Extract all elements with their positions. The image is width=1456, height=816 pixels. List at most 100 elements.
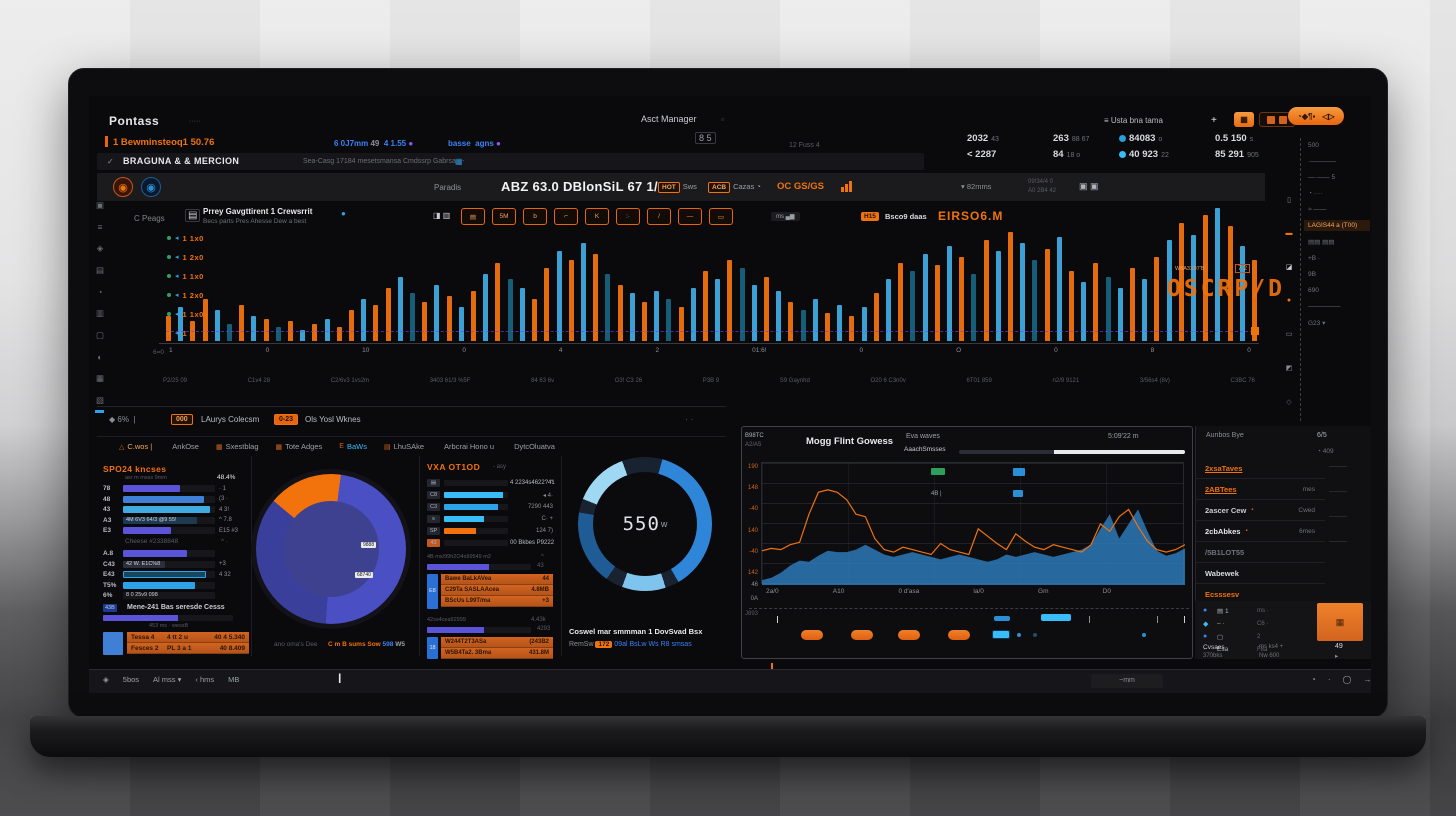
sidebar-link[interactable]: 2ABTees mes <box>1195 479 1325 500</box>
sidebar-link[interactable]: 2cbAbkes ▪ 6mes <box>1195 521 1325 542</box>
watchlist-item[interactable]: LAGIS44 a (T00) <box>1304 220 1370 231</box>
blue-legend-chip-2[interactable] <box>1013 490 1023 497</box>
header-info-1[interactable]: ▾ 82mms <box>961 182 992 191</box>
x-date-label[interactable]: 3/56s4 (8v) <box>1139 378 1170 384</box>
orange-pill[interactable] <box>948 630 970 640</box>
status-item[interactable]: 5bos <box>122 675 140 684</box>
tab1-label[interactable]: LAurys Colecsm <box>201 415 260 424</box>
metric-row[interactable]: A3 4M 6V3 64/3 @9 55! ^ 7.8 <box>103 516 232 524</box>
watchlist-item[interactable]: +B · <box>1308 255 1321 262</box>
tool-button[interactable]: b <box>523 208 547 225</box>
x-date-label[interactable]: O3! C3 26 <box>614 378 643 384</box>
alert-line[interactable] <box>166 331 1258 332</box>
watchlist-item[interactable]: 690 <box>1308 287 1319 294</box>
subtab[interactable]: AnkOse <box>172 442 199 451</box>
sidebar-tile[interactable]: ▦ <box>1317 603 1363 641</box>
summary-table-row[interactable]: Fesces 2 PL 3 a 1 40 8.409 <box>127 643 249 654</box>
tab2-label[interactable]: Ols Yosl Wknes <box>305 415 361 424</box>
mid-quote-1[interactable]: 6 0J7mm 49 4 1.55 ● <box>334 139 414 148</box>
metric-row[interactable]: E43 4 32 <box>103 571 231 578</box>
metric-row[interactable]: 6% 8 0 25v9 098 <box>103 591 249 600</box>
grid-button[interactable]: ▦ <box>1234 112 1254 127</box>
watchlist-item[interactable]: 9B <box>1308 271 1316 278</box>
tool-button[interactable]: :· <box>616 208 640 225</box>
status-item[interactable]: ‹ hms <box>195 675 215 684</box>
status-nav-icon[interactable]: ◯ <box>1342 675 1352 684</box>
orange-pill[interactable] <box>898 630 920 640</box>
x-date-label[interactable]: n2/9 9121 <box>1052 378 1080 384</box>
status-item[interactable]: Al mss ▾ <box>153 675 182 684</box>
x-date-label[interactable]: 6T01 859 <box>966 378 992 384</box>
timeline-pill-blue[interactable] <box>994 616 1010 621</box>
x-date-label[interactable]: C1v4 28 <box>247 378 271 384</box>
tab2-badge[interactable]: 0-23 <box>274 414 299 425</box>
mini-equalizer-chip[interactable]: ms ▄▆ <box>771 212 800 221</box>
sidebar-link[interactable]: 2xsaTaves <box>1195 458 1325 479</box>
x-date-label[interactable]: P3B 9 <box>702 378 720 384</box>
sidebar-link[interactable]: 2ascer Cew ▪ Cwed <box>1195 500 1325 521</box>
orange-badge-icon[interactable]: ◉ <box>113 177 133 197</box>
rail-icon[interactable]: ▣ <box>95 200 105 210</box>
subtab[interactable]: △ C.wos | <box>119 442 153 451</box>
alert-row[interactable]: BScUs L99T/ma +3 <box>441 596 553 607</box>
blue-badge-icon[interactable]: ◉ <box>141 177 161 197</box>
price-level-item[interactable]: ◂ 1 1x0 <box>167 308 204 320</box>
acb-pill[interactable]: ACB Cazas ◔ <box>708 182 761 193</box>
rail-icon[interactable]: ▦ <box>95 373 105 383</box>
pct-tab[interactable]: ◆ 6% | <box>109 415 136 424</box>
flow-plot[interactable]: 4B | <box>761 462 1185 585</box>
x-date-label[interactable]: 3403 61/3 %5F <box>429 378 471 384</box>
metric-row[interactable]: 78 · 1 <box>103 485 227 492</box>
orange-pill[interactable] <box>851 630 873 640</box>
mid-metric-row[interactable]: 43 00 Bkbes P9222 <box>427 538 554 548</box>
rail-icon[interactable]: ◔ <box>97 287 103 297</box>
donut-footer-right[interactable]: C m B sums Sow 598 W5 <box>328 641 405 648</box>
gauge-footer-2[interactable]: RemSw 172 09al BsLw Ws R8 smsas <box>569 641 692 648</box>
alert-row[interactable]: Bawe BaLkAVea 44 <box>441 574 553 585</box>
x-date-label[interactable]: 84 63 6v <box>531 378 555 384</box>
tool-button[interactable]: — <box>678 208 702 225</box>
quote-cell[interactable]: 84 18 o <box>1043 149 1119 160</box>
metric-row[interactable]: A.8 <box>103 549 249 558</box>
x-date-label[interactable]: P2/25 09 <box>163 378 188 384</box>
price-level-item[interactable]: ◂ 1 2x0 <box>167 289 204 301</box>
header-icons[interactable]: ▣ ▣ <box>1079 181 1099 191</box>
sidebar-grid-row[interactable]: ● ▢ 2 <box>1203 633 1261 641</box>
mini-rail-icon[interactable]: ▬ <box>1285 230 1293 237</box>
status-nav-icon[interactable]: · <box>1327 675 1331 684</box>
subtab[interactable]: ▦ Sxestblag <box>215 442 259 451</box>
x-date-label[interactable]: S9 Gaynhd <box>779 378 810 384</box>
rail-icon[interactable]: ▤ <box>95 265 105 275</box>
mid-metric-row[interactable]: C3 7290 443 <box>427 502 553 512</box>
green-legend-chip[interactable] <box>931 468 945 475</box>
status-box[interactable]: ~mm <box>1091 674 1163 688</box>
status-nav-icon[interactable]: ◔ <box>1311 675 1316 684</box>
tool-button[interactable]: 5M <box>492 208 516 225</box>
status-item[interactable]: MB <box>228 675 240 684</box>
quote-cell[interactable]: 85 291 905 <box>1205 149 1285 160</box>
add-button[interactable]: + <box>1211 115 1217 126</box>
flow-progress[interactable] <box>959 450 1185 454</box>
x-date-label[interactable]: C2/6v3 1vs2m <box>330 378 370 384</box>
metric-row[interactable]: T5% <box>103 581 249 590</box>
mid-metric-row[interactable]: ▤ 4 2234s4622?41 ^ <box>427 478 555 488</box>
mini-rail-icon[interactable]: ◪ <box>1285 264 1293 271</box>
pre-tool-icons[interactable]: ◨ ▥ <box>433 211 451 220</box>
subtab[interactable]: E BaWs <box>339 442 367 451</box>
mid-metric-row[interactable]: SP 124 7) <box>427 526 553 536</box>
alert-line-handle[interactable] <box>1251 327 1259 335</box>
quote-cell[interactable]: 40 923 22 <box>1119 149 1205 160</box>
alert-row[interactable]: C29Ta SASLAAcea 4.8MB <box>441 585 553 596</box>
rail-icon[interactable]: ◐ <box>97 352 103 362</box>
mini-rail-icon[interactable]: ◇ <box>1286 399 1292 406</box>
sidebar-foot2c[interactable]: ▸ <box>1335 653 1339 660</box>
price-level-item[interactable]: ◂ 1 1x0 <box>167 232 204 244</box>
tab1-badge[interactable]: 000 <box>171 414 193 425</box>
cyan-pill[interactable] <box>992 630 1010 639</box>
subtab[interactable]: ▤ LhuSAke <box>383 442 425 451</box>
watchlist-item[interactable]: ≈ —— <box>1308 206 1327 213</box>
x-date-label[interactable]: O20 6 C3n0v <box>870 378 906 384</box>
rail-icon[interactable]: ▢ <box>95 330 105 340</box>
metric-row[interactable]: C43 42 W. E1C%8 +3 <box>103 560 226 568</box>
mini-rail-icon[interactable]: ▯ <box>1287 197 1291 204</box>
